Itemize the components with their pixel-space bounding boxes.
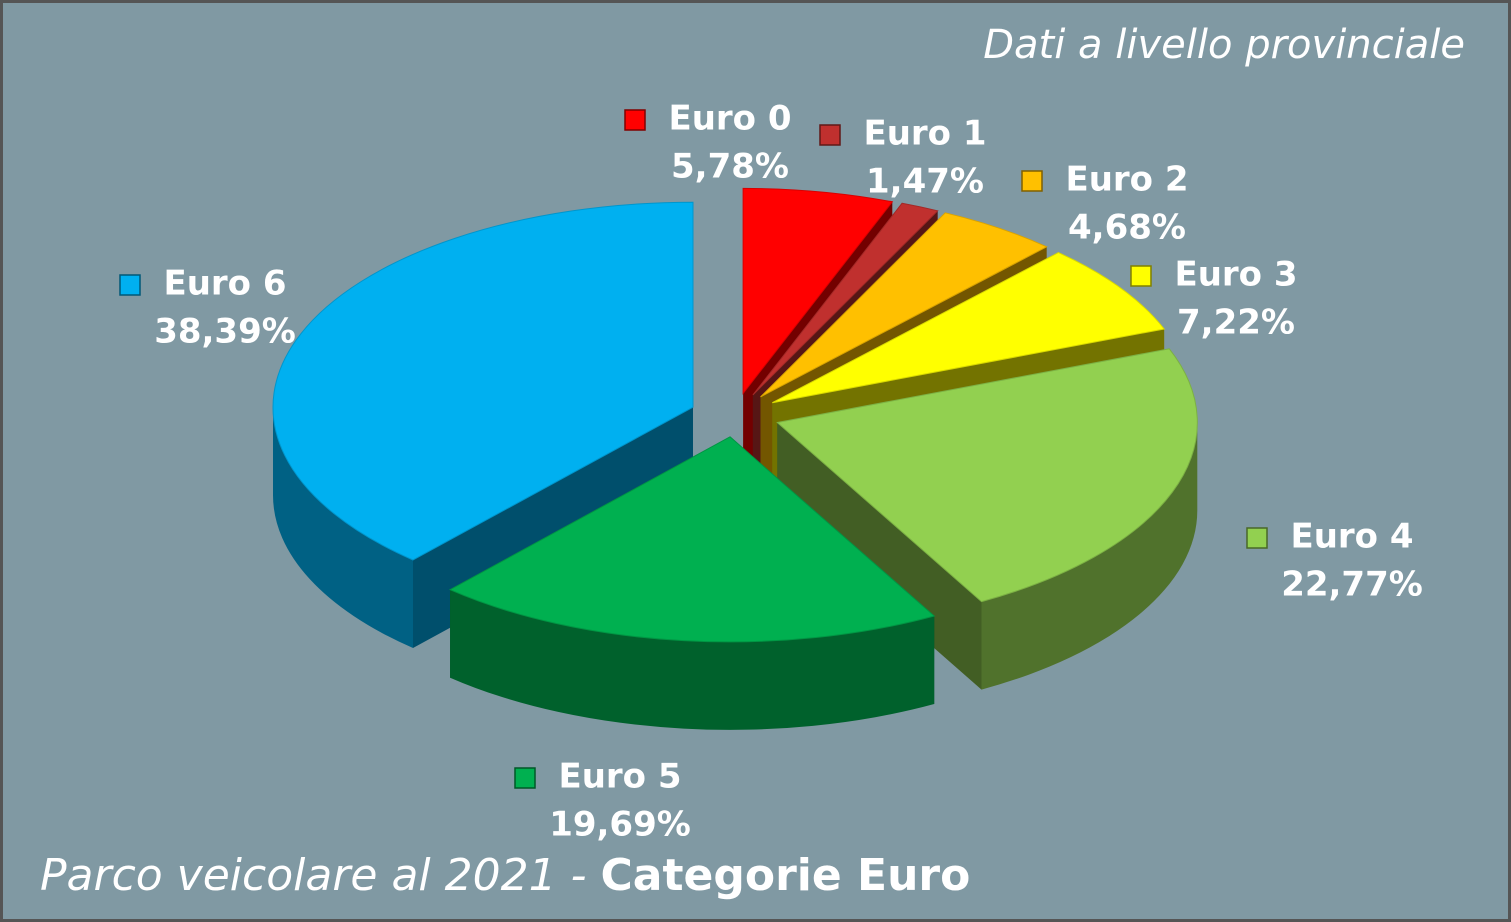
slice-side (273, 407, 413, 648)
chart-title: Parco veicolare al 2021 - Categorie Euro (40, 850, 970, 901)
value-label: 5,78% (671, 147, 789, 187)
slice-label: Euro 5 (558, 757, 681, 797)
slice-side (981, 422, 1198, 690)
slice (760, 212, 1048, 398)
value-label: 1,47% (866, 162, 984, 202)
slice-label: Euro 6 (163, 264, 286, 304)
annotation: Dati a livello provinciale (983, 22, 1465, 68)
legend-key (1021, 170, 1043, 192)
slice-label: Euro 0 (668, 99, 791, 139)
labels: Euro 0 5,78% Euro 1 1,47% Euro 2 4,68% Euro 3 7… (119, 99, 1423, 845)
slice-label: Euro 2 (1065, 160, 1188, 200)
slice-side (450, 589, 935, 730)
legend-key (819, 124, 841, 146)
slice (776, 348, 1198, 603)
title-part: Parco veicolare al 2021 - (40, 850, 586, 901)
value-label: 7,22% (1177, 303, 1295, 343)
value-label: 4,68% (1068, 208, 1186, 248)
legend-key (624, 109, 646, 131)
slice (742, 187, 894, 395)
value-label: 22,77% (1281, 565, 1423, 605)
legend-key (514, 767, 536, 789)
value-label: 38,39% (154, 312, 296, 352)
title-part: Categorie Euro (600, 850, 970, 901)
legend-key (1130, 265, 1152, 287)
slice (772, 252, 1166, 404)
slice (752, 202, 939, 396)
slice-label: Euro 1 (863, 114, 986, 154)
value-label: 19,69% (549, 805, 691, 845)
legend-key (119, 274, 141, 296)
pie (272, 187, 1198, 730)
legend-key (1246, 527, 1268, 549)
slice-label: Euro 4 (1290, 517, 1413, 557)
slice-label: Euro 3 (1174, 255, 1297, 295)
slice (448, 436, 936, 643)
slice (272, 201, 694, 561)
